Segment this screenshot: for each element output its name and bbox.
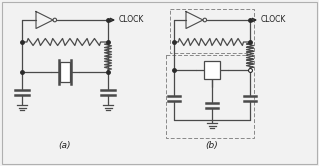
Text: (a): (a): [59, 141, 71, 150]
Text: CLOCK: CLOCK: [261, 15, 286, 25]
Bar: [170, 9, 254, 53]
Bar: [60, 62, 70, 82]
Bar: [166, 55, 254, 138]
Bar: [204, 61, 220, 79]
Text: (b): (b): [206, 141, 219, 150]
Text: CLOCK: CLOCK: [119, 15, 145, 25]
